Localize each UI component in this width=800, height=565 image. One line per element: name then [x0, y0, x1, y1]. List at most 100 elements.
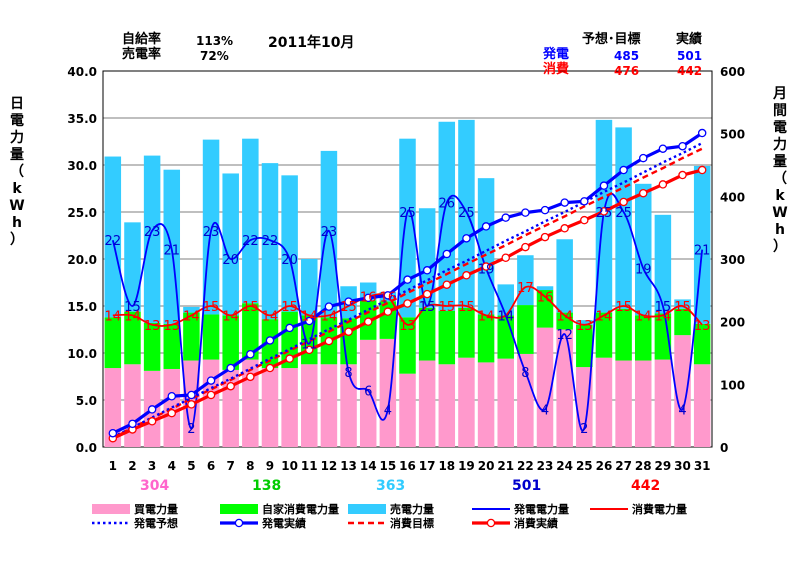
- bar-買電力量: [458, 357, 475, 447]
- marker-consumption-actual: [403, 299, 412, 308]
- bar-売電力量: [222, 173, 239, 316]
- marker-consumption-actual: [305, 345, 314, 355]
- x-tick: 11: [301, 459, 318, 473]
- bar-買電力量: [320, 364, 338, 447]
- legend-label: 発電予想: [133, 516, 178, 530]
- self-sufficiency-value: 113%: [196, 34, 234, 48]
- total-purchased: 304: [140, 478, 170, 494]
- bar-売電力量: [517, 255, 534, 306]
- total-self-consumed: 138: [252, 478, 282, 494]
- label-generation-daily: 26: [439, 197, 456, 212]
- marker-generation-actual: [265, 336, 275, 345]
- label-consumption-daily: 15: [615, 300, 632, 315]
- y-right-tick: 300: [720, 253, 745, 267]
- label-consumption-daily: 14: [655, 309, 672, 324]
- marker-consumption-actual: [246, 372, 255, 382]
- marker-consumption-actual: [521, 242, 530, 252]
- label-consumption-daily: 17: [517, 281, 534, 296]
- bar-自家消費電力量: [674, 308, 691, 336]
- bar-自家消費電力量: [615, 308, 632, 361]
- bar-買電力量: [615, 360, 632, 447]
- bar-自家消費電力量: [183, 312, 200, 361]
- marker-generation-actual: [442, 249, 452, 259]
- bar-売電力量: [301, 259, 318, 316]
- label-consumption-daily: 13: [694, 319, 711, 334]
- bar-自家消費電力量: [242, 303, 259, 360]
- bar-売電力量: [183, 306, 200, 313]
- marker-consumption-actual: [324, 336, 334, 346]
- label-generation-daily: 23: [203, 225, 220, 240]
- marker-generation-actual: [363, 293, 373, 303]
- bar-売電力量: [576, 320, 593, 325]
- line-consumption-daily: [112, 285, 703, 327]
- bar-買電力量: [595, 357, 613, 447]
- bar-買電力量: [693, 364, 711, 447]
- legend-label: 発電電力量: [513, 502, 569, 516]
- marker-consumption-actual: [206, 390, 216, 400]
- legend-label: 売電力量: [390, 502, 434, 516]
- marker-generation-actual: [147, 405, 157, 414]
- label-consumption-daily: 15: [419, 300, 436, 315]
- y-left-tick: 20.0: [67, 253, 97, 267]
- marker-generation-actual: [678, 141, 687, 151]
- marker-generation-actual: [403, 275, 412, 284]
- y-left-tick: 5.0: [76, 394, 97, 408]
- bar-自家消費電力量: [576, 324, 593, 368]
- label-generation-daily: 22: [242, 234, 259, 249]
- x-tick: 15: [380, 459, 397, 473]
- label-consumption-daily: 14: [478, 309, 495, 324]
- marker-generation-actual: [462, 234, 471, 243]
- bar-買電力量: [359, 339, 377, 447]
- bar-売電力量: [536, 286, 554, 291]
- label-consumption-daily: 15: [674, 300, 691, 315]
- y-right-tick: 500: [720, 128, 745, 142]
- cons-target: 476: [614, 64, 640, 78]
- bar-自家消費電力量: [222, 315, 239, 370]
- marker-generation-actual: [344, 297, 353, 306]
- bar-買電力量: [438, 364, 456, 447]
- bar-自家消費電力量: [163, 323, 181, 369]
- x-tick: 14: [360, 459, 377, 473]
- sell-rate-value: 72%: [200, 49, 229, 63]
- x-tick: 21: [497, 459, 514, 473]
- marker-consumption-actual: [638, 188, 648, 198]
- bar-買電力量: [674, 335, 691, 447]
- label-consumption-daily: 16: [537, 291, 554, 306]
- bar-自家消費電力量: [517, 305, 534, 354]
- legend-marker: [486, 518, 496, 528]
- x-tick: 30: [674, 459, 691, 473]
- right-axis-label-char: 量: [773, 154, 787, 170]
- marker-consumption-actual: [697, 165, 707, 175]
- left-axis-label-char: 電: [10, 113, 24, 129]
- bar-売電力量: [497, 284, 514, 316]
- bar-買電力量: [261, 368, 279, 447]
- label-generation-daily: 22: [262, 234, 279, 249]
- bar-自家消費電力量: [693, 323, 711, 365]
- right-axis-label-char: W: [772, 205, 788, 221]
- total-generated: 501: [512, 478, 542, 494]
- marker-consumption-actual: [363, 317, 373, 326]
- bar-売電力量: [320, 150, 338, 318]
- y-right-tick: 100: [720, 378, 745, 392]
- x-tick: 13: [340, 459, 357, 473]
- marker-consumption-actual: [619, 197, 628, 207]
- marker-consumption-actual: [147, 417, 157, 426]
- legend-marker: [234, 518, 244, 528]
- bar-自家消費電力量: [418, 307, 436, 361]
- marker-generation-actual: [481, 222, 491, 231]
- left-axis-label-char: 日: [10, 96, 24, 112]
- y-right-tick: 0: [720, 441, 728, 455]
- cons-actual: 442: [677, 64, 703, 78]
- bar-自家消費電力量: [438, 310, 456, 365]
- label-consumption-daily: 15: [242, 300, 259, 315]
- label-generation-daily: 19: [478, 262, 495, 277]
- label-consumption-daily: 14: [124, 309, 141, 324]
- bar-買電力量: [477, 362, 495, 447]
- bar-売電力量: [418, 208, 436, 308]
- bar-売電力量: [399, 138, 416, 318]
- label-generation-daily: 2: [580, 422, 588, 437]
- label-consumption-daily: 13: [144, 319, 161, 334]
- bar-買電力量: [556, 329, 573, 447]
- bar-買電力量: [242, 359, 259, 447]
- label-generation-daily: 19: [635, 262, 652, 277]
